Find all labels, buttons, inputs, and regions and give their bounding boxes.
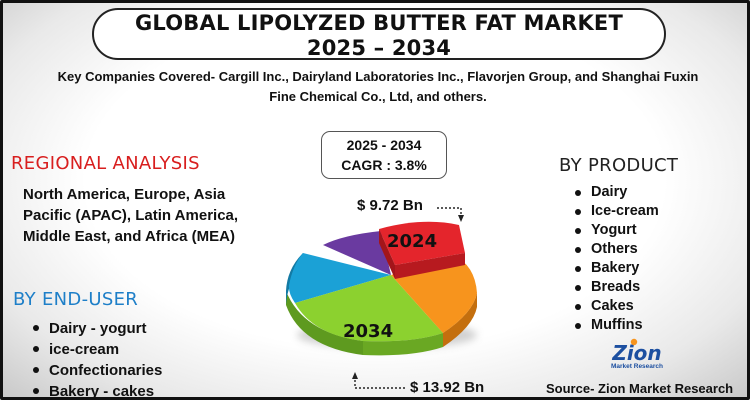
title-line-1: GLOBAL LIPOLYZED BUTTER FAT MARKET	[134, 11, 624, 35]
period-box: 2025 - 2034 CAGR : 3.8%	[321, 131, 447, 179]
cagr-value: CAGR : 3.8%	[341, 157, 427, 173]
arrow-bottom-icon	[352, 372, 358, 379]
period-years: 2025 - 2034	[346, 137, 422, 153]
regional-heading: REGIONAL ANALYSIS	[11, 153, 200, 174]
arrow-top-icon	[458, 215, 464, 222]
pie-chart: 2024 2034	[286, 207, 477, 389]
label-2024: 2024	[387, 231, 437, 252]
list-item: Yogurt	[571, 221, 659, 240]
slice-purple	[323, 231, 391, 275]
key-companies: Key Companies Covered- Cargill Inc., Dai…	[57, 69, 699, 104]
list-item: Muffins	[571, 316, 659, 335]
slice-green-side	[286, 291, 363, 355]
list-item: Dairy - yogurt	[29, 318, 162, 339]
value-2034: $ 13.92 Bn	[410, 379, 485, 396]
zion-logo: Zion Market Research	[607, 338, 667, 377]
logo-sub: Market Research	[610, 363, 664, 370]
list-item: Confectionaries	[29, 360, 162, 381]
product-heading: BY PRODUCT	[559, 155, 679, 176]
value-2024: $ 9.72 Bn	[357, 197, 423, 214]
slice-orange-side	[443, 293, 477, 347]
slice-red	[379, 221, 465, 265]
slice-red-side	[379, 229, 395, 279]
list-item: Ice-cream	[571, 202, 659, 221]
source-note: Source- Zion Market Research	[546, 381, 734, 396]
title-banner: GLOBAL LIPOLYZED BUTTER FAT MARKET 2025 …	[92, 8, 666, 60]
regional-text: North America, Europe, Asia Pacific (APA…	[23, 186, 239, 245]
label-2034: 2034	[343, 321, 393, 342]
list-item: Bakery - cakes	[29, 381, 162, 397]
list-item: Others	[571, 240, 659, 259]
logo-name: Zion	[612, 341, 662, 365]
list-item: Breads	[571, 278, 659, 297]
slice-blue	[288, 253, 391, 303]
list-item: Bakery	[571, 259, 659, 278]
end-user-heading: BY END-USER	[13, 289, 139, 310]
leader-top	[437, 207, 462, 219]
end-user-list: Dairy - yogurt ice-cream Confectionaries…	[29, 318, 162, 397]
slice-green	[295, 275, 443, 342]
list-item: ice-cream	[29, 339, 162, 360]
slice-red-side-2	[395, 253, 465, 279]
product-list: Dairy Ice-cream Yogurt Others Bakery Bre…	[571, 183, 659, 335]
leader-bottom	[354, 376, 407, 389]
list-item: Dairy	[571, 183, 659, 202]
slice-green-side-2	[363, 333, 443, 356]
list-item: Cakes	[571, 297, 659, 316]
title-line-2: 2025 – 2034	[306, 36, 452, 60]
logo-bulb-icon	[630, 338, 638, 346]
